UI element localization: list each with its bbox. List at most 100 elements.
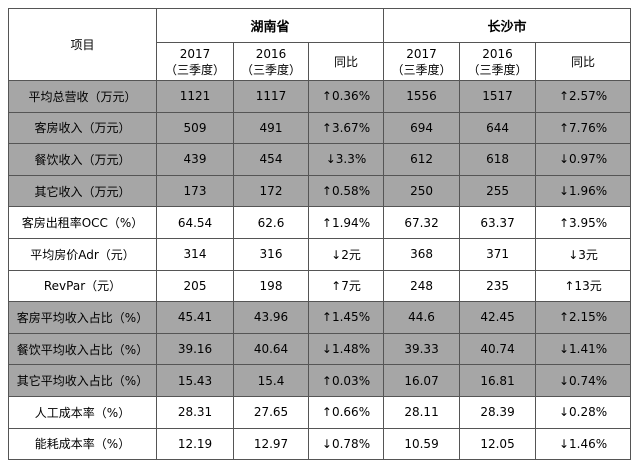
cell: ↑2.15% (535, 301, 632, 334)
cell: ↓1.46% (535, 427, 632, 461)
cell: ↓3.3% (307, 143, 385, 176)
table-row: 餐饮平均收入占比（%） 39.16 40.64 ↓1.48% 39.33 40.74 ↓1.… (8, 332, 632, 366)
cell: 248 (383, 269, 461, 303)
sub-header-row: 2017 （三季度） 2016 （三季度） 同比 2017 （三季度） 2016 （三季… (9, 42, 632, 81)
cell: 15.4 (233, 364, 309, 397)
table-row: 能耗成本率（%） 12.19 12.97 ↓0.78% 10.59 12.05 ↓1.46% (8, 427, 632, 461)
cell: 27.65 (233, 395, 309, 429)
cell: ↑0.58% (307, 174, 385, 208)
group-header: 湖南省 (155, 8, 385, 43)
row-label: 餐饮收入（万元） (8, 143, 157, 176)
cell: 255 (459, 174, 537, 208)
cell: 28.31 (156, 395, 234, 429)
column-header: 2017 （三季度） (383, 42, 461, 81)
cell: 28.11 (383, 395, 461, 429)
cell: 39.33 (383, 332, 461, 366)
row-label: 其它平均收入占比（%） (8, 364, 157, 397)
cell: 12.19 (156, 427, 234, 461)
cell: 644 (459, 111, 537, 145)
table-row: 客房出租率OCC（%） 64.54 62.6 ↑1.94% 67.32 63.37 ↑3.9… (8, 206, 632, 239)
cell: ↓2元 (307, 237, 385, 271)
cell: ↑3.95% (535, 206, 632, 239)
column-header: 2017 （三季度） (156, 42, 234, 81)
column-header: 同比 (535, 42, 632, 81)
table-row: RevPar（元） 205 198 ↑7元 248 235 ↑13元 (8, 269, 632, 303)
cell: 314 (156, 237, 234, 271)
cell: ↑3.67% (307, 111, 385, 145)
row-label: 餐饮平均收入占比（%） (8, 332, 157, 366)
cell: ↑1.94% (307, 206, 385, 239)
cell: ↑7元 (307, 269, 385, 303)
cell: 28.39 (459, 395, 537, 429)
cell: ↑0.36% (307, 80, 385, 113)
row-label: 其它收入（万元） (8, 174, 157, 208)
cell: ↓0.28% (535, 395, 632, 429)
cell: ↑13元 (535, 269, 632, 303)
cell: ↓1.96% (535, 174, 632, 208)
table-row: 人工成本率（%） 28.31 27.65 ↑0.66% 28.11 28.39 ↓0.28% (8, 395, 632, 429)
data-table: 项目 湖南省 长沙市 2017 （三季度） 2016 （三季度） 同比 2017 （三… (8, 8, 632, 461)
row-label: 客房收入（万元） (8, 111, 157, 145)
cell: 694 (383, 111, 461, 145)
cell: ↓0.97% (535, 143, 632, 176)
cell: 491 (233, 111, 309, 145)
cell: 172 (233, 174, 309, 208)
column-header: 2016 （三季度） (459, 42, 537, 81)
cell: 40.74 (459, 332, 537, 366)
cell: 42.45 (459, 301, 537, 334)
row-label: 人工成本率（%） (8, 395, 157, 429)
table-row: 客房收入（万元） 509 491 ↑3.67% 694 644 ↑7.76% (8, 111, 632, 145)
cell: ↓0.74% (535, 364, 632, 397)
cell: 12.05 (459, 427, 537, 461)
cell: 62.6 (233, 206, 309, 239)
cell: ↑7.76% (535, 111, 632, 145)
column-header: 2016 （三季度） (233, 42, 309, 81)
cell: 10.59 (383, 427, 461, 461)
cell: 1121 (156, 80, 234, 113)
cell: 39.16 (156, 332, 234, 366)
cell: 15.43 (156, 364, 234, 397)
cell: 1556 (383, 80, 461, 113)
cell: 64.54 (156, 206, 234, 239)
table-row: 平均房价Adr（元） 314 316 ↓2元 368 371 ↓3元 (8, 237, 632, 271)
cell: 16.81 (459, 364, 537, 397)
row-label: 客房平均收入占比（%） (8, 301, 157, 334)
cell: ↓1.41% (535, 332, 632, 366)
cell: 1517 (459, 80, 537, 113)
cell: 44.6 (383, 301, 461, 334)
cell: 63.37 (459, 206, 537, 239)
cell: 618 (459, 143, 537, 176)
row-label: 客房出租率OCC（%） (8, 206, 157, 239)
table-row: 其它平均收入占比（%） 15.43 15.4 ↑0.03% 16.07 16.81 ↓0.7… (8, 364, 632, 397)
cell: 454 (233, 143, 309, 176)
row-label: 平均房价Adr（元） (8, 237, 157, 271)
cell: ↑0.03% (307, 364, 385, 397)
table-row: 平均总营收（万元） 1121 1117 ↑0.36% 1556 1517 ↑2.57% (8, 80, 632, 113)
cell: 67.32 (383, 206, 461, 239)
cell: ↓3元 (535, 237, 632, 271)
row-label: 能耗成本率（%） (8, 427, 157, 461)
cell: 16.07 (383, 364, 461, 397)
cell: 45.41 (156, 301, 234, 334)
cell: 612 (383, 143, 461, 176)
group-header: 长沙市 (383, 8, 632, 43)
cell: ↓0.78% (307, 427, 385, 461)
cell: 371 (459, 237, 537, 271)
item-header: 项目 (8, 8, 157, 81)
cell: ↑1.45% (307, 301, 385, 334)
row-label: 平均总营收（万元） (8, 80, 157, 113)
table-row: 餐饮收入（万元） 439 454 ↓3.3% 612 618 ↓0.97% (8, 143, 632, 176)
cell: 198 (233, 269, 309, 303)
table-body: 平均总营收（万元） 1121 1117 ↑0.36% 1556 1517 ↑2.57% 客房收… (8, 80, 632, 461)
column-header: 同比 (307, 42, 385, 81)
cell: 235 (459, 269, 537, 303)
cell: ↓1.48% (307, 332, 385, 366)
cell: 316 (233, 237, 309, 271)
table-row: 客房平均收入占比（%） 45.41 43.96 ↑1.45% 44.6 42.45 ↑2.1… (8, 301, 632, 334)
cell: 439 (156, 143, 234, 176)
cell: 1117 (233, 80, 309, 113)
cell: 40.64 (233, 332, 309, 366)
cell: 250 (383, 174, 461, 208)
cell: 43.96 (233, 301, 309, 334)
